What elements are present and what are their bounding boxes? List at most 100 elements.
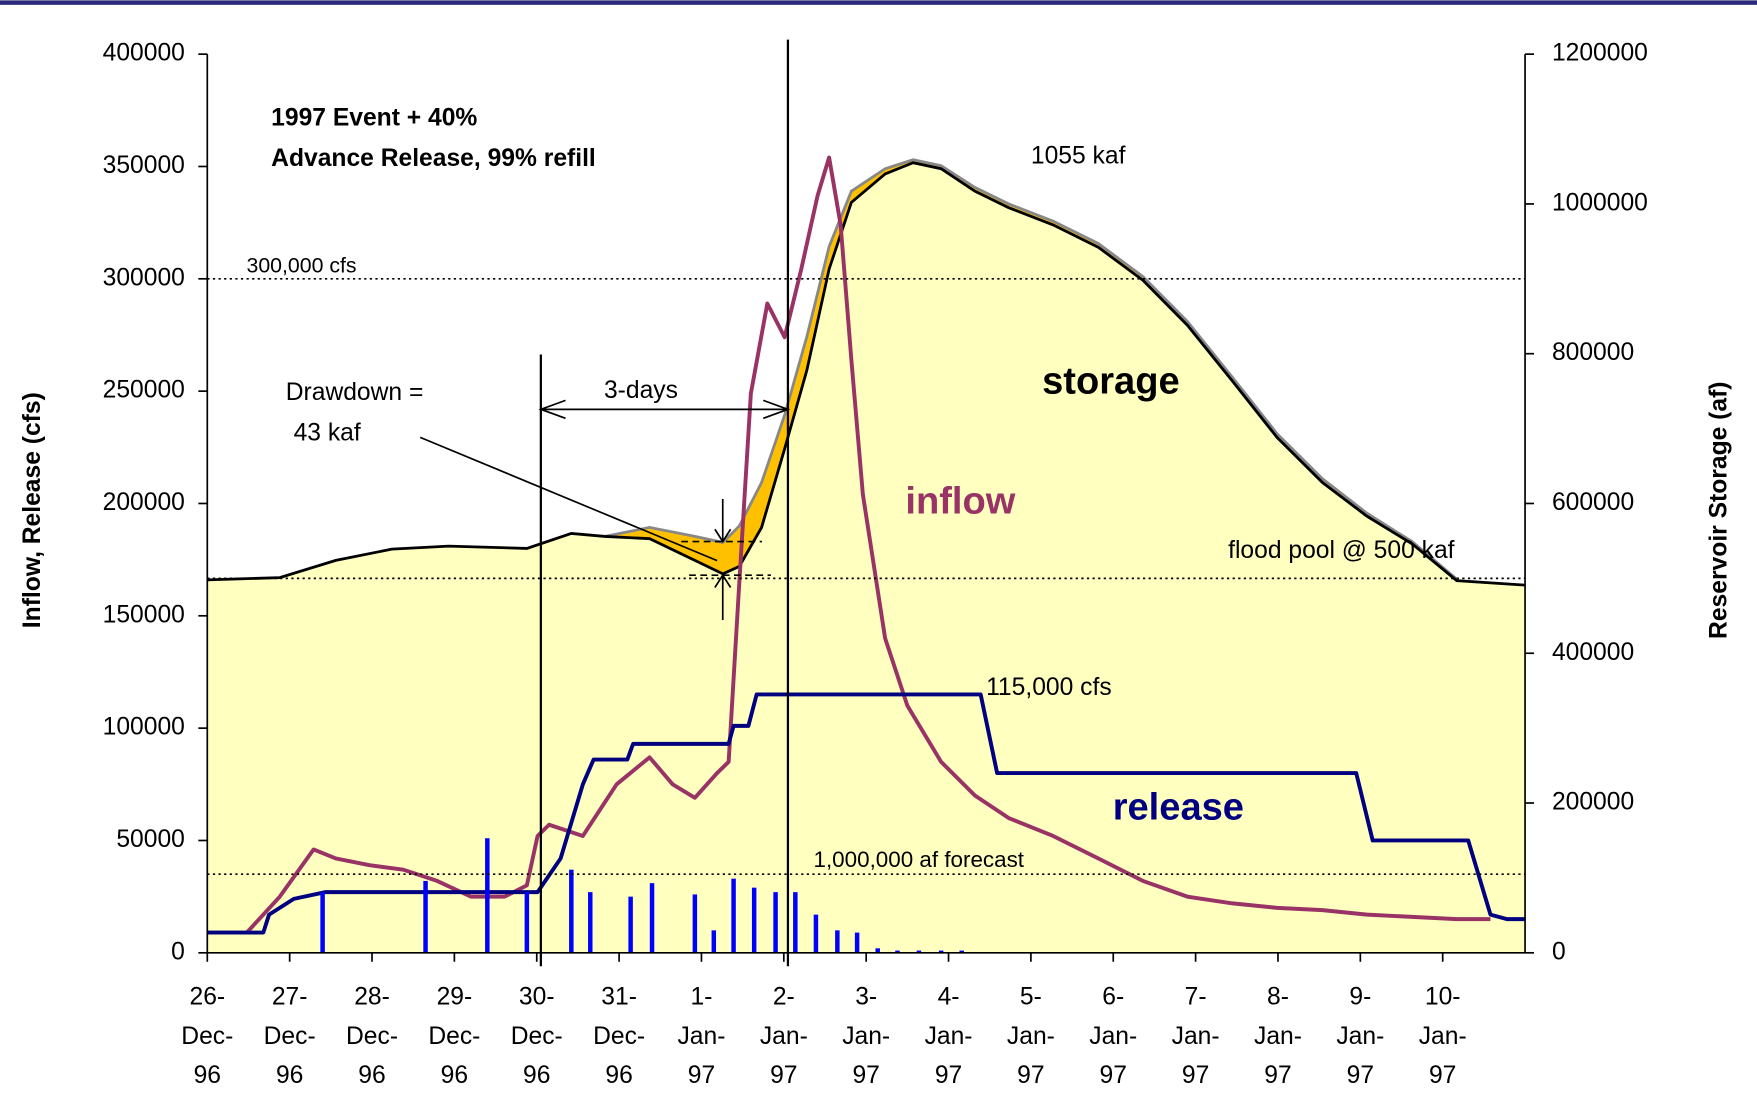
title: Advance Release, 99% refill — [271, 145, 596, 172]
area-outline — [604, 158, 1458, 581]
x-tick-label-line: 97 — [688, 1062, 715, 1089]
x-tick-label: 29- Dec- 96 — [428, 983, 480, 1088]
x-tick-label-line: Jan- — [1254, 1022, 1302, 1049]
arrow-head — [538, 399, 566, 420]
y-tick-label: 250000 — [103, 377, 185, 404]
x-tick-label-line: 97 — [1017, 1062, 1044, 1089]
y-tick-label: 0 — [171, 938, 185, 965]
x-tick-label: 9- Jan- 97 — [1336, 983, 1384, 1088]
x-tick-label-line: Dec- — [428, 1022, 480, 1049]
y2-tick-label: 1200000 — [1552, 40, 1648, 67]
x-tick-label-line: 97 — [1100, 1062, 1127, 1089]
bar — [916, 950, 922, 953]
annotation: 300,000 cfs — [247, 254, 357, 278]
bar — [813, 914, 819, 953]
x-tick-label-line: Jan- — [1172, 1022, 1220, 1049]
annotation: inflow — [905, 481, 1015, 523]
annotation: storage — [1042, 361, 1180, 403]
x-tick-label-line: Jan- — [1007, 1022, 1055, 1049]
y-tick-label: 100000 — [103, 714, 185, 741]
annotation: release — [1113, 786, 1244, 828]
x-tick-label: 8- Jan- 97 — [1254, 983, 1302, 1088]
bar — [938, 950, 944, 953]
x-tick-label-line: 31- — [601, 983, 637, 1010]
annotation: flood pool @ 500 kaf — [1228, 537, 1455, 564]
y-tick-label: 50000 — [116, 826, 185, 853]
bar — [731, 878, 736, 953]
x-tick-label-line: 96 — [358, 1062, 385, 1089]
x-tick-label-line: 29- — [437, 983, 473, 1010]
bar — [320, 892, 325, 953]
bar — [793, 892, 798, 953]
x-tick-label-line: Dec- — [593, 1022, 645, 1049]
y2-tick-label: 800000 — [1552, 339, 1634, 366]
y2-tick-label: 0 — [1552, 938, 1566, 965]
annotation-marks — [419, 436, 771, 621]
y2-tick-label: 200000 — [1552, 789, 1634, 816]
x-tick-label-line: 8- — [1267, 983, 1289, 1010]
plot: 0 50000 100000 150000 200000 250000 300000 3500… — [103, 39, 1648, 1089]
x-tick-label-line: 30- — [519, 983, 555, 1010]
x-tick-label-line: Jan- — [760, 1022, 808, 1049]
x-tick-label-line: 97 — [1182, 1062, 1209, 1089]
y-tick-label: 200000 — [103, 489, 185, 516]
x-tick-label: 28- Dec- 96 — [346, 983, 398, 1088]
y2-axis-title: Reservoir Storage (af) — [1706, 381, 1733, 638]
arrow-head — [714, 528, 732, 544]
x-tick-label-line: 96 — [194, 1062, 221, 1089]
bar — [569, 869, 574, 953]
x-tick-label-line: Dec- — [264, 1022, 316, 1049]
y-tick-label: 300000 — [103, 264, 185, 291]
x-tick-label-line: Jan- — [842, 1022, 890, 1049]
frame — [0, 0, 1757, 5]
x-tick-label-line: 97 — [1264, 1062, 1291, 1089]
x-tick-label-line: 97 — [935, 1062, 962, 1089]
x-tick-label-line: 97 — [770, 1062, 797, 1089]
x-tick-label-line: Jan- — [677, 1022, 725, 1049]
x-tick-label: 6- Jan- 97 — [1089, 983, 1137, 1088]
bar — [692, 894, 698, 953]
x-tick-label-line: 9- — [1349, 983, 1371, 1010]
bar — [588, 892, 593, 953]
x-tick-label-line: 7- — [1185, 983, 1207, 1010]
x-tick-label-line: 96 — [605, 1062, 632, 1089]
y2-tick-label: 400000 — [1552, 639, 1634, 666]
line — [207, 692, 1526, 935]
title: 1997 Event + 40% — [271, 105, 477, 132]
y-tick-label: 400000 — [103, 40, 185, 67]
x-tick-label: 4- Jan- 97 — [925, 983, 973, 1088]
annotation: 3-days — [604, 377, 678, 404]
y-tick-label: 150000 — [103, 601, 185, 628]
leader-line — [419, 436, 718, 562]
x-tick-label: 31- Dec- 96 — [593, 983, 645, 1088]
bar — [485, 838, 490, 953]
x-tick-label-line: Jan- — [1089, 1022, 1137, 1049]
x-tick-label: 3- Jan- 97 — [842, 983, 890, 1088]
line — [207, 155, 1491, 935]
x-tick-label-line: 96 — [441, 1062, 468, 1089]
bar — [875, 948, 880, 953]
x-tick-label-line: Jan- — [1419, 1022, 1467, 1049]
annotation: 1,000,000 af forecast — [814, 847, 1025, 872]
annotation: Drawdown = — [286, 379, 424, 406]
y-axis-title: Inflow, Release (cfs) — [19, 392, 46, 628]
x-tick-label-line: 3- — [855, 983, 877, 1010]
bar — [895, 950, 900, 953]
x-tick-label-line: 97 — [1429, 1062, 1456, 1089]
x-tick-label-line: 27- — [272, 983, 308, 1010]
bar — [711, 930, 717, 953]
x-tick-label: 5- Jan- 97 — [1007, 983, 1055, 1088]
annotation: 115,000 cfs — [986, 674, 1112, 701]
x-tick-label-line: Dec- — [181, 1022, 233, 1049]
bar — [751, 887, 757, 953]
bar — [524, 892, 530, 953]
bar — [628, 896, 633, 953]
x-tick-label-line: 26- — [189, 983, 225, 1010]
x-tick-label: 27- Dec- 96 — [264, 983, 316, 1088]
x-tick-label-line: 96 — [523, 1062, 550, 1089]
bar — [854, 932, 860, 953]
bar — [835, 930, 840, 953]
x-tick-label: 7- Jan- 97 — [1172, 983, 1220, 1088]
x-tick-label-line: Jan- — [925, 1022, 973, 1049]
